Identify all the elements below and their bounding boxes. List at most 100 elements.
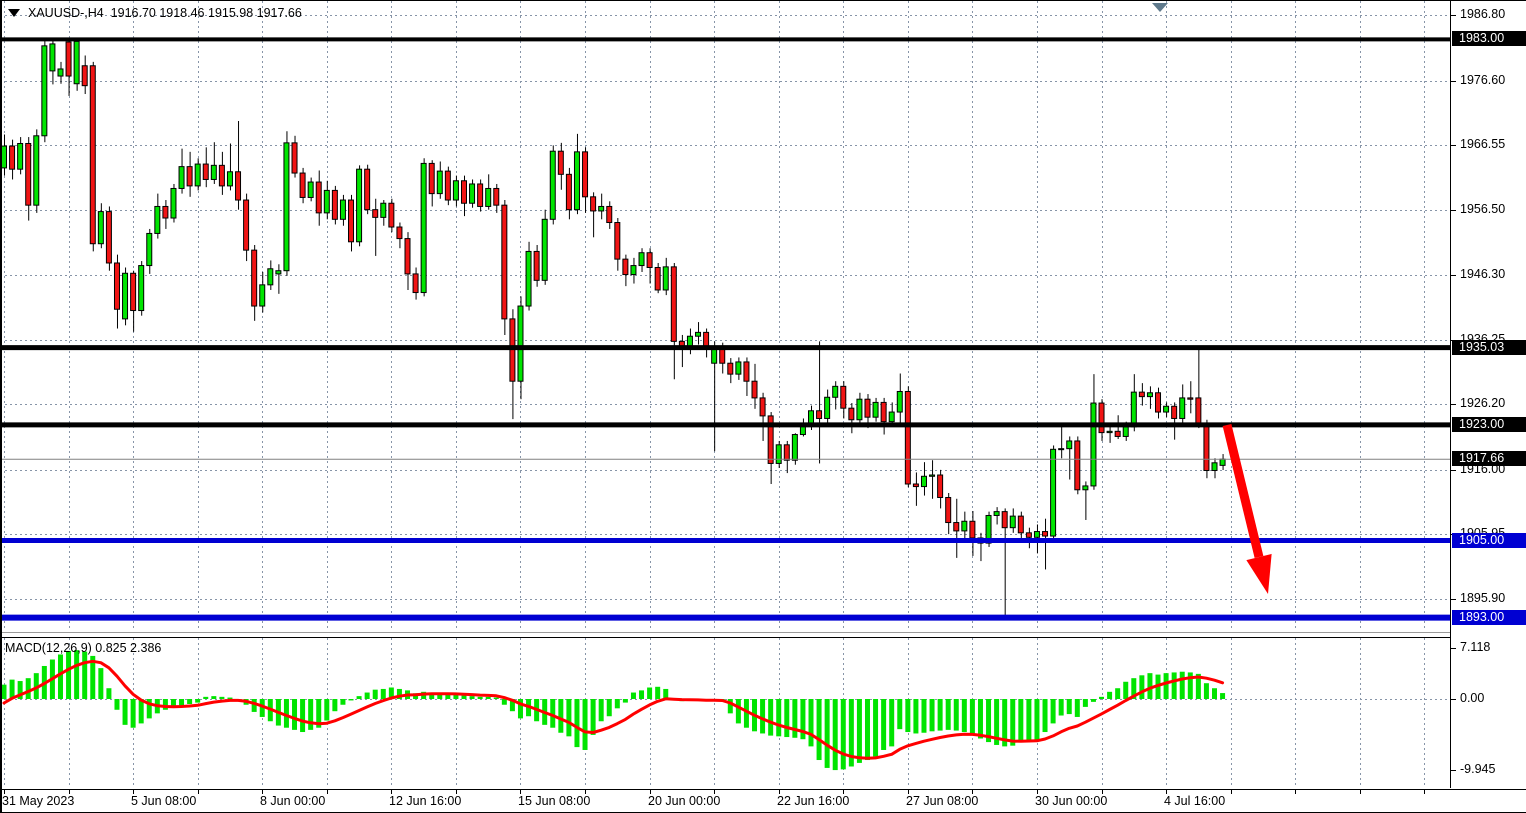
macd-histogram-bar — [509, 699, 515, 712]
candle-down — [113, 262, 120, 310]
candle-up — [888, 411, 895, 423]
candle-down — [89, 65, 96, 245]
macd-tick-label: 0.00 — [1460, 691, 1485, 705]
macd-indicator-canvas[interactable] — [0, 638, 1450, 787]
candle-up — [33, 135, 40, 206]
price-level-badge[interactable]: 1917.66 — [1452, 451, 1526, 466]
time-tick-mark — [1424, 790, 1425, 794]
macd-histogram-bar — [396, 688, 402, 699]
macd-histogram-bar — [138, 699, 144, 724]
macd-histogram-bar — [727, 699, 733, 714]
time-tick-mark — [456, 790, 457, 794]
price-axis[interactable]: 1986.80 1976.60 1966.55 1956.50 1946.30 1936.… — [1450, 1, 1526, 788]
macd-histogram-bar — [308, 699, 314, 730]
macd-histogram-bar — [372, 689, 378, 699]
macd-histogram-bar — [82, 651, 88, 699]
panel-separator-line[interactable] — [0, 632, 1450, 633]
candle-down — [299, 172, 306, 198]
macd-histogram-bar — [1074, 699, 1080, 717]
time-tick-mark — [262, 790, 263, 794]
price-tick-mark — [1451, 404, 1456, 405]
candle-down — [235, 171, 242, 201]
time-tick-mark — [650, 790, 651, 794]
candle-up — [283, 142, 290, 272]
candle-up — [985, 514, 992, 544]
candle-up — [1009, 515, 1016, 529]
macd-tick-label: -9.945 — [1460, 762, 1496, 776]
candle-up — [832, 385, 839, 398]
macd-histogram-bar — [114, 699, 120, 710]
symbol-dropdown-icon[interactable] — [8, 9, 20, 17]
candle-down — [412, 273, 419, 294]
price-level-badge[interactable]: 1983.00 — [1452, 31, 1526, 46]
candle-up — [307, 181, 314, 198]
candle-up — [1066, 440, 1073, 450]
price-tick-mark — [1451, 15, 1456, 16]
macd-histogram-bar — [864, 699, 870, 761]
macd-histogram-bar — [663, 688, 669, 699]
price-level-badge[interactable]: 1893.00 — [1452, 610, 1526, 625]
macd-histogram-bar — [106, 688, 112, 699]
macd-histogram-bar — [9, 679, 15, 699]
macd-histogram-bar — [332, 699, 338, 712]
candle-up — [896, 390, 903, 413]
time-tick-mark — [69, 790, 70, 794]
macd-histogram-bar — [953, 699, 959, 731]
candle-down — [840, 385, 847, 409]
candle-up — [267, 268, 274, 286]
price-level-badge[interactable]: 1935.03 — [1452, 340, 1526, 355]
macd-histogram-bar — [1018, 699, 1024, 743]
macd-histogram-bar — [1099, 696, 1105, 699]
candle-down — [1138, 391, 1145, 398]
macd-histogram-bar — [929, 699, 935, 732]
candle-down — [428, 162, 435, 195]
candle-down — [783, 444, 790, 461]
candle-up — [259, 284, 266, 307]
time-tick-mark — [908, 790, 909, 794]
candle-down — [9, 145, 16, 170]
macd-histogram-bar — [1139, 675, 1145, 699]
candle-down — [202, 163, 209, 180]
macd-histogram-bar — [324, 699, 330, 721]
macd-histogram-bar — [937, 699, 943, 731]
macd-histogram-bar — [195, 699, 201, 703]
candle-down — [243, 199, 250, 251]
candle-up — [549, 150, 556, 220]
candle-down — [1155, 392, 1162, 413]
candle-down — [606, 205, 613, 224]
macd-histogram-bar — [816, 699, 822, 761]
candle-up — [339, 199, 346, 220]
down-arrow-shaft[interactable] — [1222, 423, 1264, 559]
macd-histogram-bar — [630, 692, 636, 699]
macd-histogram-bar — [1115, 688, 1121, 699]
price-chart-canvas[interactable] — [0, 1, 1450, 631]
macd-histogram-bar — [566, 699, 572, 737]
candle-down — [848, 407, 855, 421]
candle-down — [646, 252, 653, 268]
candle-down — [1114, 430, 1121, 437]
candle-up — [154, 205, 161, 234]
macd-histogram-bar — [348, 699, 354, 701]
macd-histogram-bar — [203, 696, 209, 699]
scroll-position-marker-icon[interactable] — [1152, 3, 1168, 12]
candle-up — [1122, 426, 1129, 437]
price-level-badge[interactable]: 1923.00 — [1452, 417, 1526, 432]
candle-down — [945, 496, 952, 524]
macd-histogram-bar — [824, 699, 830, 768]
macd-histogram-bar — [784, 699, 790, 738]
candle-up — [1179, 397, 1186, 419]
price-level-badge[interactable]: 1905.00 — [1452, 533, 1526, 548]
time-axis[interactable]: 31 May 2023 5 Jun 08:00 8 Jun 00:00 12 Jun … — [0, 789, 1526, 812]
macd-histogram-bar — [130, 699, 136, 728]
down-arrow-head[interactable] — [1246, 553, 1272, 594]
time-tick-mark — [327, 790, 328, 794]
macd-tick-mark — [1451, 648, 1456, 649]
macd-histogram-bar — [881, 699, 887, 750]
macd-histogram-bar — [856, 699, 862, 763]
macd-histogram-bar — [292, 699, 298, 730]
time-tick-mark — [1231, 790, 1232, 794]
macd-histogram-bar — [259, 699, 265, 717]
candle-down — [759, 397, 766, 417]
time-tick-mark — [972, 790, 973, 794]
